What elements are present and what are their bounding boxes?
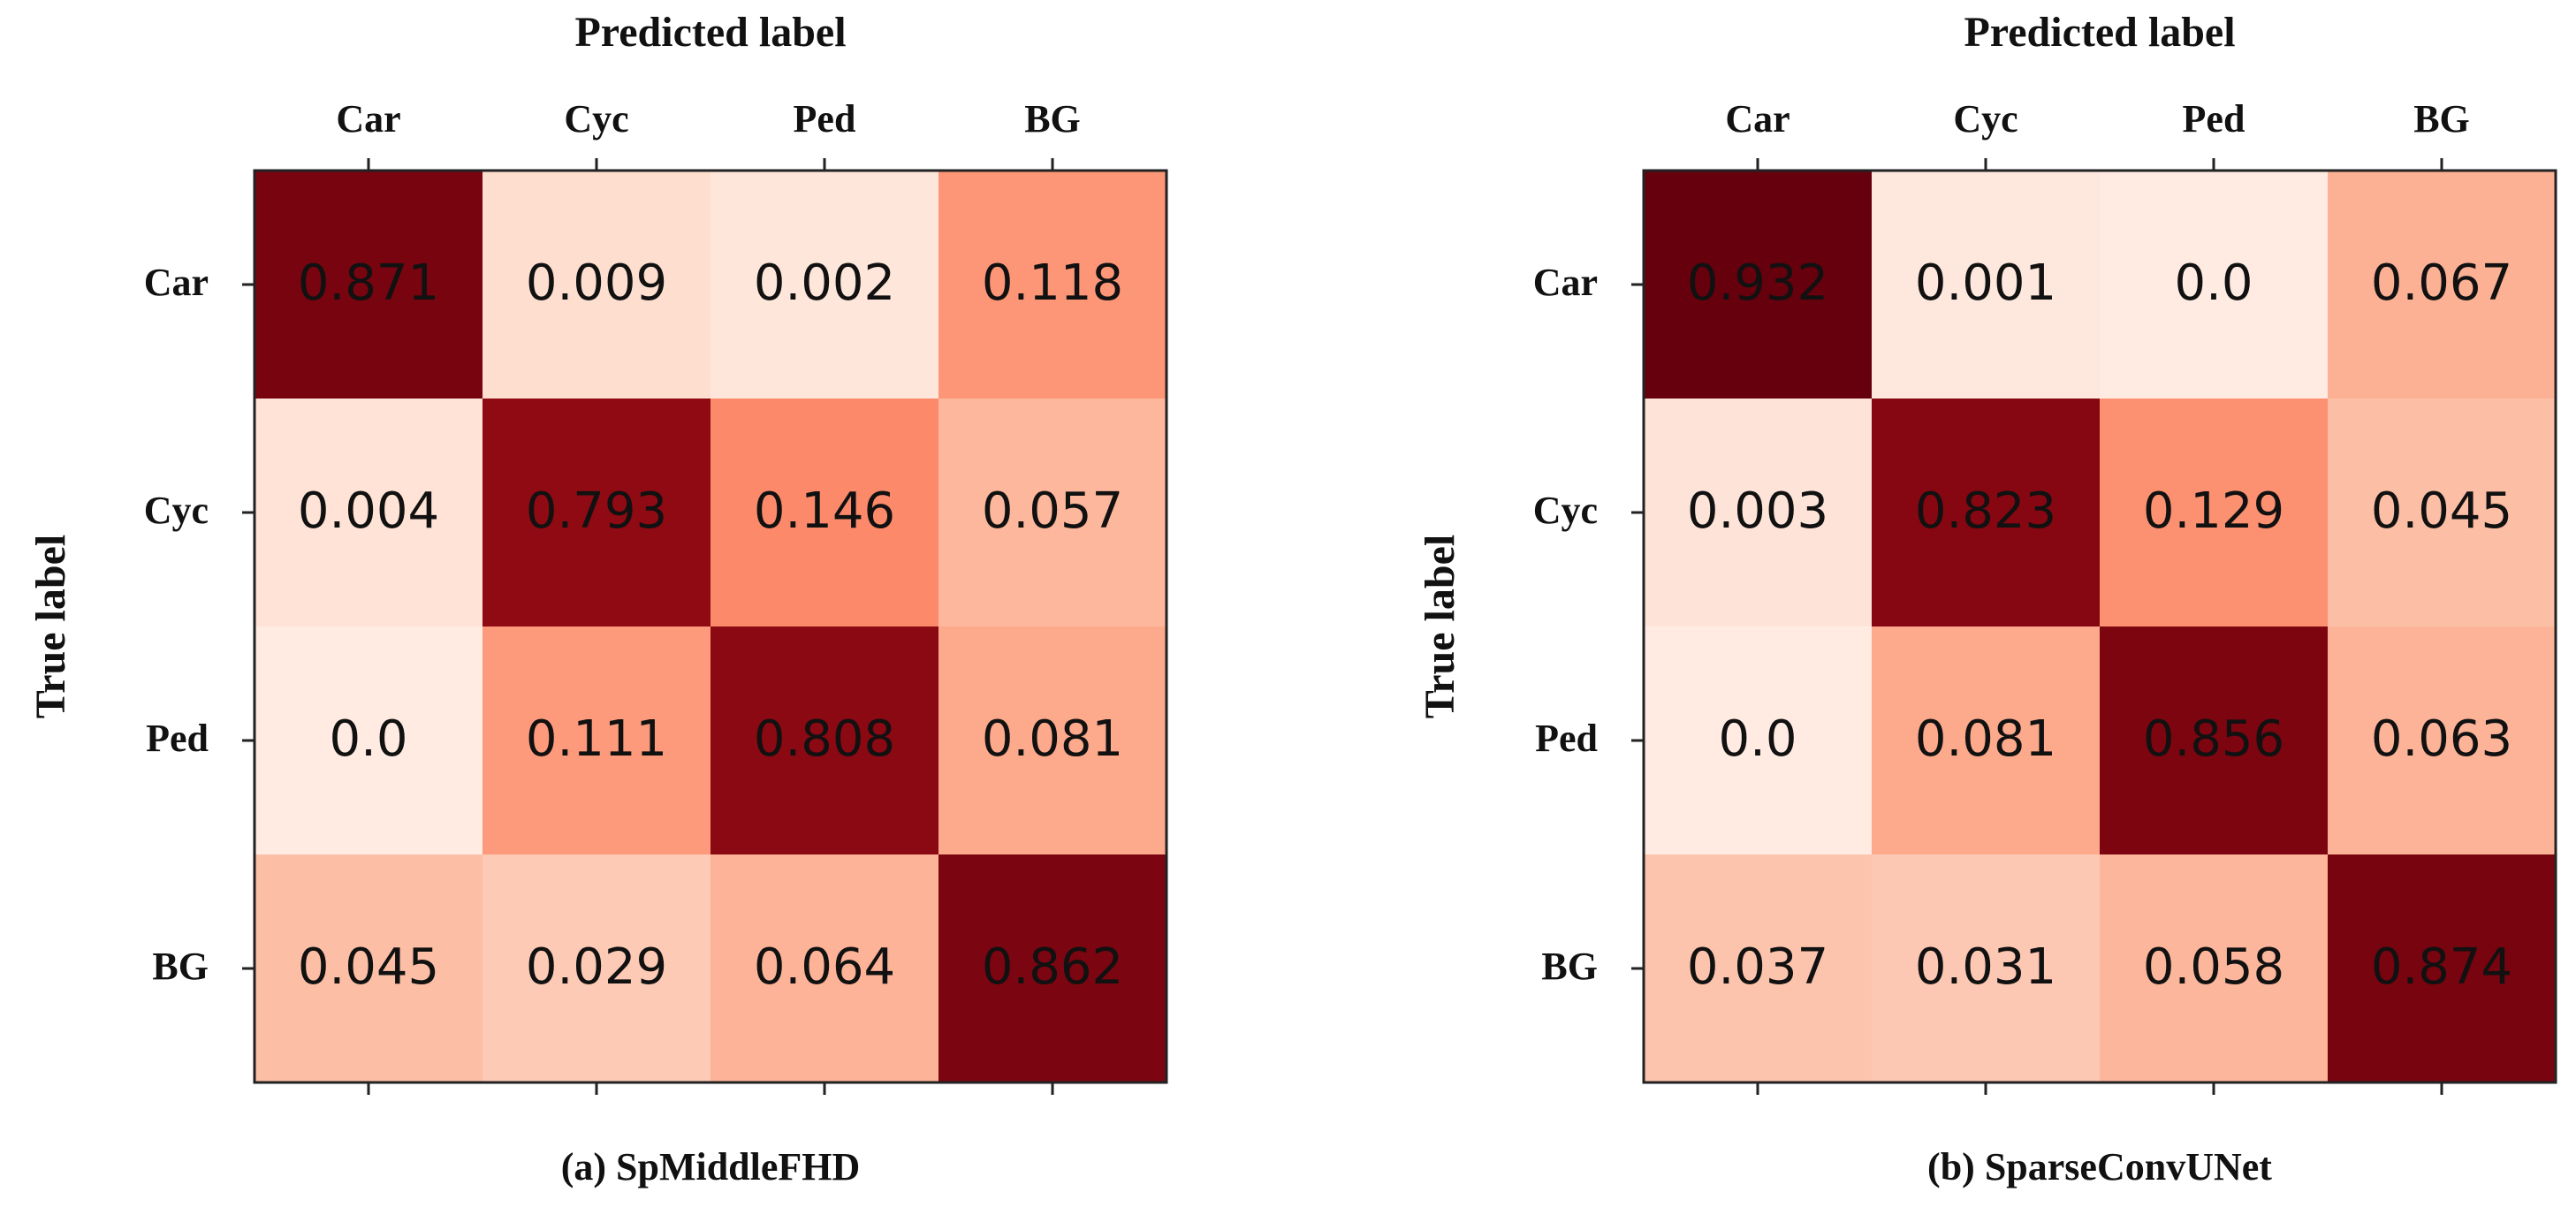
y-axis-title: True label — [1417, 535, 1463, 718]
cell-value-label: 0.081 — [982, 710, 1123, 768]
panel-caption: (a) SpMiddleFHD — [561, 1145, 861, 1188]
cell-value-label: 0.808 — [754, 710, 895, 768]
heatmap-cell — [938, 626, 1166, 854]
x-tick-label: Car — [1725, 97, 1790, 140]
confusion-matrix-panel: 0.932 0.001 0.0 0.067 0.003 0.823 0.129 0.045 0.… — [1417, 9, 2557, 1188]
cell-value-label: 0.129 — [2143, 482, 2284, 540]
y-tick-label: Car — [144, 261, 209, 304]
heatmap-cell — [1644, 171, 1872, 399]
heatmap-cell — [1872, 854, 2100, 1082]
cell-value-label: 0.874 — [2371, 938, 2512, 996]
cell-value-label: 0.045 — [2371, 482, 2512, 540]
heatmap-cell — [483, 171, 710, 399]
heatmap-cell — [938, 171, 1166, 399]
cell-value-label: 0.063 — [2371, 710, 2512, 768]
cell-value-label: 0.0 — [329, 710, 407, 768]
heatmap-cell — [2100, 171, 2328, 399]
cell-value-label: 0.856 — [2143, 710, 2284, 768]
heatmap-cell — [1644, 854, 1872, 1082]
cell-value-label: 0.045 — [298, 938, 439, 996]
x-tick-label: Cyc — [564, 97, 628, 140]
confusion-matrix-panel: 0.871 0.009 0.002 0.118 0.004 0.793 0.146 0.057… — [27, 9, 1168, 1188]
heatmap-frame — [253, 169, 1168, 1084]
heatmap-cell — [483, 399, 710, 626]
x-tick-label: BG — [2413, 97, 2470, 140]
cell-value-label: 0.793 — [526, 482, 667, 540]
y-tick-label: Ped — [146, 717, 209, 760]
heatmap-cell — [1644, 626, 1872, 854]
cell-value-label: 0.058 — [2143, 938, 2284, 996]
cell-value-label: 0.111 — [526, 710, 667, 768]
heatmap-cell — [2328, 171, 2556, 399]
heatmap-cell — [483, 626, 710, 854]
cell-value-label: 0.823 — [1915, 482, 2056, 540]
heatmap-cell — [1872, 399, 2100, 626]
cell-value-label: 0.0 — [2174, 254, 2253, 312]
cell-value-label: 0.067 — [2371, 254, 2512, 312]
cell-value-label: 0.029 — [526, 938, 667, 996]
x-tick-label: BG — [1024, 97, 1081, 140]
heatmap-cell — [938, 399, 1166, 626]
x-axis-title: Predicted label — [574, 9, 846, 56]
cell-value-label: 0.064 — [754, 938, 895, 996]
heatmap-cell — [483, 854, 710, 1082]
heatmap-cell — [1872, 626, 2100, 854]
heatmap-cell — [710, 854, 938, 1082]
y-tick-label: Cyc — [144, 489, 209, 532]
cell-value-label: 0.003 — [1687, 482, 1828, 540]
x-tick-label: Cyc — [1953, 97, 2017, 140]
y-tick-label: Ped — [1535, 717, 1598, 760]
y-tick-label: Car — [1533, 261, 1598, 304]
panel-caption: (b) SparseConvUNet — [1927, 1145, 2272, 1188]
cell-value-label: 0.871 — [298, 254, 439, 312]
cell-value-label: 0.146 — [754, 482, 895, 540]
x-tick-label: Car — [336, 97, 400, 140]
cell-value-label: 0.031 — [1915, 938, 2056, 996]
cell-value-label: 0.009 — [526, 254, 667, 312]
cell-value-label: 0.081 — [1915, 710, 2056, 768]
cell-value-label: 0.862 — [982, 938, 1123, 996]
heatmap-cell — [710, 626, 938, 854]
heatmap-cell — [2328, 399, 2556, 626]
y-tick-label: Cyc — [1533, 489, 1598, 532]
heatmap-cell — [1872, 171, 2100, 399]
heatmap-cell — [710, 171, 938, 399]
cell-value-label: 0.0 — [1718, 710, 1797, 768]
cell-value-label: 0.002 — [754, 254, 895, 312]
heatmap-cell — [2328, 626, 2556, 854]
heatmap-cell — [255, 399, 483, 626]
heatmap-cell — [1644, 399, 1872, 626]
cell-value-label: 0.932 — [1687, 254, 1828, 312]
heatmap-frame — [1642, 169, 2557, 1084]
cell-value-label: 0.057 — [982, 482, 1123, 540]
x-axis-title: Predicted label — [1964, 9, 2235, 56]
heatmap-cell — [255, 854, 483, 1082]
heatmap-cell — [2328, 854, 2556, 1082]
cell-value-label: 0.118 — [982, 254, 1123, 312]
heatmap-cell — [2100, 854, 2328, 1082]
heatmap-cell — [2100, 626, 2328, 854]
heatmap-cell — [710, 399, 938, 626]
heatmap-cell — [255, 626, 483, 854]
y-tick-label: BG — [152, 945, 209, 988]
y-axis-title: True label — [27, 535, 74, 718]
heatmap-cell — [938, 854, 1166, 1082]
heatmap-cell — [2100, 399, 2328, 626]
cell-value-label: 0.037 — [1687, 938, 1828, 996]
y-tick-label: BG — [1541, 945, 1598, 988]
x-tick-label: Ped — [2183, 97, 2245, 140]
x-tick-label: Ped — [794, 97, 856, 140]
cell-value-label: 0.001 — [1915, 254, 2056, 312]
cell-value-label: 0.004 — [298, 482, 439, 540]
heatmap-cell — [255, 171, 483, 399]
